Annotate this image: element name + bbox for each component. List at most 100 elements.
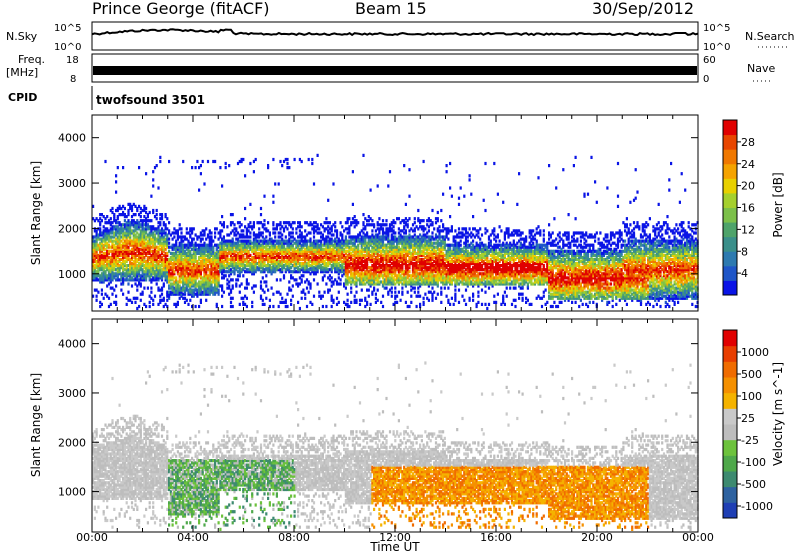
heatmap-cell bbox=[99, 241, 102, 245]
heatmap-cell bbox=[214, 255, 217, 260]
heatmap-cell bbox=[162, 221, 165, 225]
heatmap-cell bbox=[226, 245, 229, 249]
heatmap-cell bbox=[194, 253, 197, 257]
heatmap-cell bbox=[247, 282, 250, 286]
heatmap-cell bbox=[362, 153, 365, 157]
heatmap-cell bbox=[224, 166, 227, 170]
heatmap-cell bbox=[130, 243, 134, 247]
heatmap-cell bbox=[118, 278, 121, 282]
heatmap-cell bbox=[160, 262, 164, 266]
heatmap-cell bbox=[157, 286, 160, 290]
heatmap-cell bbox=[226, 225, 229, 229]
heatmap-cell bbox=[160, 217, 164, 221]
heatmap-cell bbox=[362, 213, 365, 217]
heatmap-cell bbox=[390, 294, 393, 298]
heatmap-cell bbox=[385, 286, 388, 290]
heatmap-cell bbox=[381, 227, 385, 231]
heatmap-cell bbox=[145, 247, 148, 251]
heatmap-cell bbox=[166, 217, 169, 221]
heatmap-cell bbox=[185, 276, 188, 280]
heatmap-cell bbox=[159, 235, 162, 239]
heatmap-cell bbox=[208, 235, 211, 239]
heatmap-cell bbox=[95, 243, 98, 247]
heatmap-cell bbox=[191, 284, 194, 288]
heatmap-cell bbox=[166, 290, 169, 294]
heatmap-cell bbox=[132, 237, 135, 241]
heatmap-cell bbox=[169, 255, 172, 260]
heatmap-cell bbox=[118, 249, 121, 253]
heatmap-cell bbox=[111, 268, 114, 272]
heatmap-cell bbox=[145, 229, 148, 233]
heatmap-cell bbox=[143, 278, 146, 282]
heatmap-cell bbox=[97, 262, 100, 266]
heatmap-cell bbox=[222, 259, 225, 264]
heatmap-cell bbox=[106, 251, 109, 255]
heatmap-cell bbox=[224, 161, 227, 166]
heatmap-cell bbox=[231, 237, 234, 241]
heatmap-cell bbox=[330, 304, 333, 309]
heatmap-cell bbox=[201, 255, 204, 260]
heatmap-cell bbox=[210, 262, 213, 266]
heatmap-cell bbox=[92, 259, 95, 264]
heatmap-cell bbox=[143, 227, 146, 231]
heatmap-cell bbox=[196, 247, 199, 251]
heatmap-cell bbox=[183, 257, 187, 262]
heatmap-cell bbox=[219, 253, 222, 257]
heatmap-cell bbox=[180, 253, 183, 257]
heatmap-cell bbox=[104, 229, 107, 233]
heatmap-cell bbox=[150, 241, 153, 245]
heatmap-cell bbox=[208, 290, 211, 294]
heatmap-cell bbox=[104, 233, 107, 237]
heatmap-cell bbox=[152, 231, 155, 235]
heatmap-cell bbox=[171, 243, 174, 247]
heatmap-cell bbox=[228, 270, 231, 274]
heatmap-cell bbox=[141, 225, 144, 229]
heatmap-cell bbox=[288, 280, 291, 284]
heatmap-cell bbox=[203, 251, 206, 255]
heatmap-cell bbox=[125, 223, 128, 227]
heatmap-cell bbox=[99, 274, 102, 278]
heatmap-cell bbox=[164, 223, 167, 227]
heatmap-cell bbox=[104, 239, 107, 243]
heatmap-cell bbox=[139, 235, 142, 239]
heatmap-cell bbox=[168, 284, 171, 288]
heatmap-cell bbox=[185, 262, 188, 266]
heatmap-cell bbox=[214, 286, 217, 290]
heatmap-cell bbox=[115, 257, 118, 262]
heatmap-cell bbox=[115, 174, 118, 178]
heatmap-cell bbox=[148, 257, 151, 262]
heatmap-cell bbox=[348, 304, 351, 309]
heatmap-cell bbox=[173, 262, 176, 266]
heatmap-cell bbox=[219, 264, 222, 268]
heatmap-cell bbox=[176, 290, 179, 294]
heatmap-cell bbox=[141, 257, 144, 262]
heatmap-cell bbox=[122, 266, 125, 270]
heatmap-cell bbox=[194, 276, 197, 280]
heatmap-cell bbox=[206, 253, 210, 257]
heatmap-cell bbox=[381, 294, 385, 298]
heatmap-cell bbox=[111, 229, 114, 233]
heatmap-cell bbox=[166, 259, 169, 264]
heatmap-cell bbox=[122, 241, 125, 245]
heatmap-cell bbox=[127, 253, 130, 257]
heatmap-cell bbox=[178, 241, 181, 245]
heatmap-cell bbox=[378, 217, 381, 221]
heatmap-cell bbox=[150, 259, 153, 264]
heatmap-cell bbox=[221, 239, 224, 243]
heatmap-cell bbox=[129, 237, 132, 241]
heatmap-cell bbox=[212, 274, 215, 278]
heatmap-cell bbox=[134, 257, 137, 262]
heatmap-cell bbox=[150, 280, 153, 284]
heatmap-cell bbox=[219, 259, 222, 264]
heatmap-cell bbox=[226, 247, 229, 251]
heatmap-cell bbox=[148, 239, 151, 243]
heatmap-cell bbox=[228, 268, 231, 272]
heatmap-cell bbox=[150, 268, 153, 272]
heatmap-cell bbox=[116, 221, 119, 225]
heatmap-cell bbox=[143, 272, 146, 276]
heatmap-cell bbox=[138, 266, 141, 270]
heatmap-cell bbox=[116, 274, 119, 278]
heatmap-cell bbox=[100, 257, 103, 262]
heatmap-cell bbox=[189, 274, 192, 278]
heatmap-cell bbox=[115, 231, 118, 235]
